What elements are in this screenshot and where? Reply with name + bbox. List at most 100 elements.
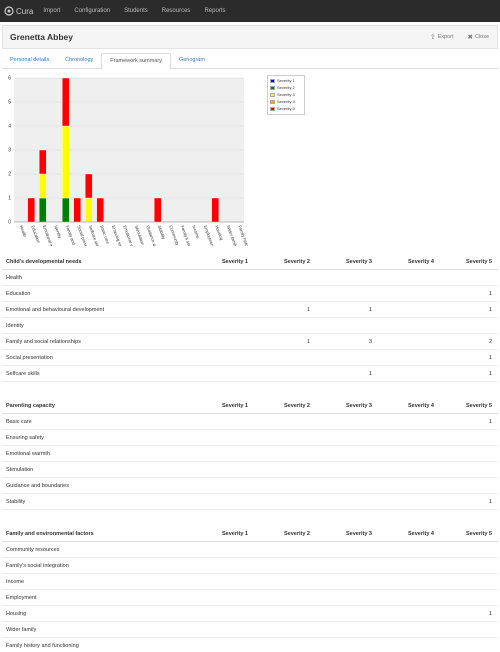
- header-actions: ⇪ Export ✖ Close: [416, 33, 489, 41]
- nav-reports[interactable]: Reports: [204, 8, 226, 14]
- legend-swatch: [270, 106, 275, 111]
- nav-import[interactable]: Import: [43, 8, 61, 14]
- x-tick-label: Employment: [203, 225, 216, 246]
- table-row: Emotional warmth: [2, 446, 498, 462]
- table-row: Family and social relationships 1 3 2: [2, 334, 498, 350]
- table-row: Family's social integration: [2, 558, 498, 574]
- x-tick-label: Family history and functioning: [237, 225, 260, 246]
- legend-label: Severity 5: [277, 106, 295, 111]
- legend-item: Severity 5: [270, 105, 302, 112]
- column-header: Severity 5: [466, 258, 492, 265]
- column-header: Severity 4: [408, 402, 434, 409]
- row-label: Community resources: [6, 546, 60, 553]
- nav-resources[interactable]: Resources: [161, 8, 191, 14]
- table-row: Income: [2, 574, 498, 590]
- column-header: Severity 2: [284, 402, 310, 409]
- table-row: Emotional and behavioural development 1 1 1: [2, 302, 498, 318]
- row-label: Stability: [6, 498, 26, 505]
- column-header: Severity 1: [222, 258, 248, 265]
- bar-segment: [84, 173, 93, 199]
- tab-framework-summary[interactable]: Framework summary: [101, 53, 171, 70]
- tab-bar: Personal details Chronology Framework su…: [2, 53, 498, 70]
- close-button[interactable]: ✖ Close: [467, 33, 489, 41]
- legend-item: Severity 4: [270, 98, 302, 105]
- table-cell: 1: [488, 354, 492, 361]
- table-cell: 1: [488, 610, 492, 617]
- brand-label: Cura: [16, 6, 34, 16]
- table-row: Guidance and boundaries: [2, 478, 498, 494]
- table-cell: 1: [306, 338, 310, 345]
- table-row: Selfcare skills 1 1: [2, 366, 498, 382]
- column-header: Severity 3: [346, 258, 372, 265]
- column-header: Severity 5: [466, 530, 492, 537]
- cura-logo-icon: [4, 6, 14, 16]
- table-row: Social presentation 1: [2, 350, 498, 366]
- table-title: Family and environmental factors: [6, 530, 94, 537]
- x-tick-label: Basic care: [99, 225, 111, 246]
- table-cell: 1: [488, 290, 492, 297]
- table-header: Family and environmental factors Severity…: [2, 526, 498, 542]
- row-label: Family's social integration: [6, 562, 69, 569]
- column-header: Severity 1: [222, 402, 248, 409]
- table-row: Employment: [2, 590, 498, 606]
- export-button[interactable]: ⇪ Export: [430, 33, 453, 41]
- column-header: Severity 3: [346, 402, 372, 409]
- table-row: Health: [2, 270, 498, 286]
- x-tick-label: Health: [19, 225, 28, 239]
- table-cell: 3: [368, 338, 372, 345]
- severity-chart: 0123456HealthEducationEmotional and beha…: [0, 70, 261, 298]
- row-label: Housing: [6, 610, 27, 617]
- table-row: Basic care 1: [2, 414, 498, 430]
- y-tick-label: 4: [8, 124, 11, 130]
- row-label: Education: [6, 290, 31, 297]
- x-tick-label: Identity: [53, 225, 63, 240]
- tab-genogram[interactable]: Genogram: [178, 57, 205, 63]
- column-header: Severity 2: [284, 530, 310, 537]
- table-title: Child's developmental needs: [6, 258, 82, 265]
- row-label: Identity: [6, 322, 24, 329]
- tab-chronology[interactable]: Chronology: [65, 57, 94, 63]
- legend-swatch: [270, 99, 275, 104]
- row-label: Emotional warmth: [6, 450, 51, 457]
- brand[interactable]: Cura: [4, 6, 33, 16]
- table-row: Identity: [2, 318, 498, 334]
- legend-label: Severity 4: [277, 99, 295, 104]
- nav-configuration[interactable]: Configuration: [74, 8, 111, 14]
- legend-swatch: [270, 85, 275, 90]
- table-row: Ensuring safety: [2, 430, 498, 446]
- close-icon: ✖: [467, 34, 473, 41]
- table-cell: 1: [488, 498, 492, 505]
- x-tick-label: Stimulation: [134, 225, 146, 246]
- bar-segment: [61, 197, 70, 223]
- tab-personal-details[interactable]: Personal details: [10, 57, 50, 63]
- table-cell: 1: [488, 370, 492, 377]
- y-tick-label: 6: [8, 76, 11, 82]
- legend-item: Severity 1: [270, 77, 302, 84]
- page-title: Grenetta Abbey: [10, 32, 73, 42]
- export-label: Export: [437, 34, 454, 40]
- row-label: Social presentation: [6, 354, 53, 361]
- summary-table: Child's developmental needs Severity 1 Sev…: [2, 254, 498, 382]
- bar-segment: [38, 149, 47, 175]
- row-label: Stimulation: [6, 466, 34, 473]
- table-cell: 1: [368, 306, 372, 313]
- nav-students[interactable]: Students: [124, 8, 148, 14]
- export-icon: ⇪: [430, 34, 436, 41]
- y-tick-label: 5: [8, 100, 11, 106]
- table-row: Stimulation: [2, 462, 498, 478]
- summary-table: Family and environmental factors Severity…: [2, 526, 498, 652]
- table-row: Wider family: [2, 622, 498, 638]
- table-cell: 1: [368, 370, 372, 377]
- legend-swatch: [270, 78, 275, 83]
- y-tick-label: 1: [8, 196, 11, 202]
- x-tick-label: Selfcare skills: [88, 225, 101, 246]
- bar-segment: [153, 197, 162, 223]
- bar-segment: [61, 77, 70, 127]
- legend-label: Severity 1: [277, 78, 295, 83]
- bar-segment: [27, 197, 36, 223]
- x-tick-label: Wider family: [226, 225, 239, 246]
- table-title: Parenting capacity: [6, 402, 55, 409]
- table-row: Community resources: [2, 542, 498, 558]
- table-cell: 2: [488, 338, 492, 345]
- x-tick-label: Stability: [157, 225, 167, 241]
